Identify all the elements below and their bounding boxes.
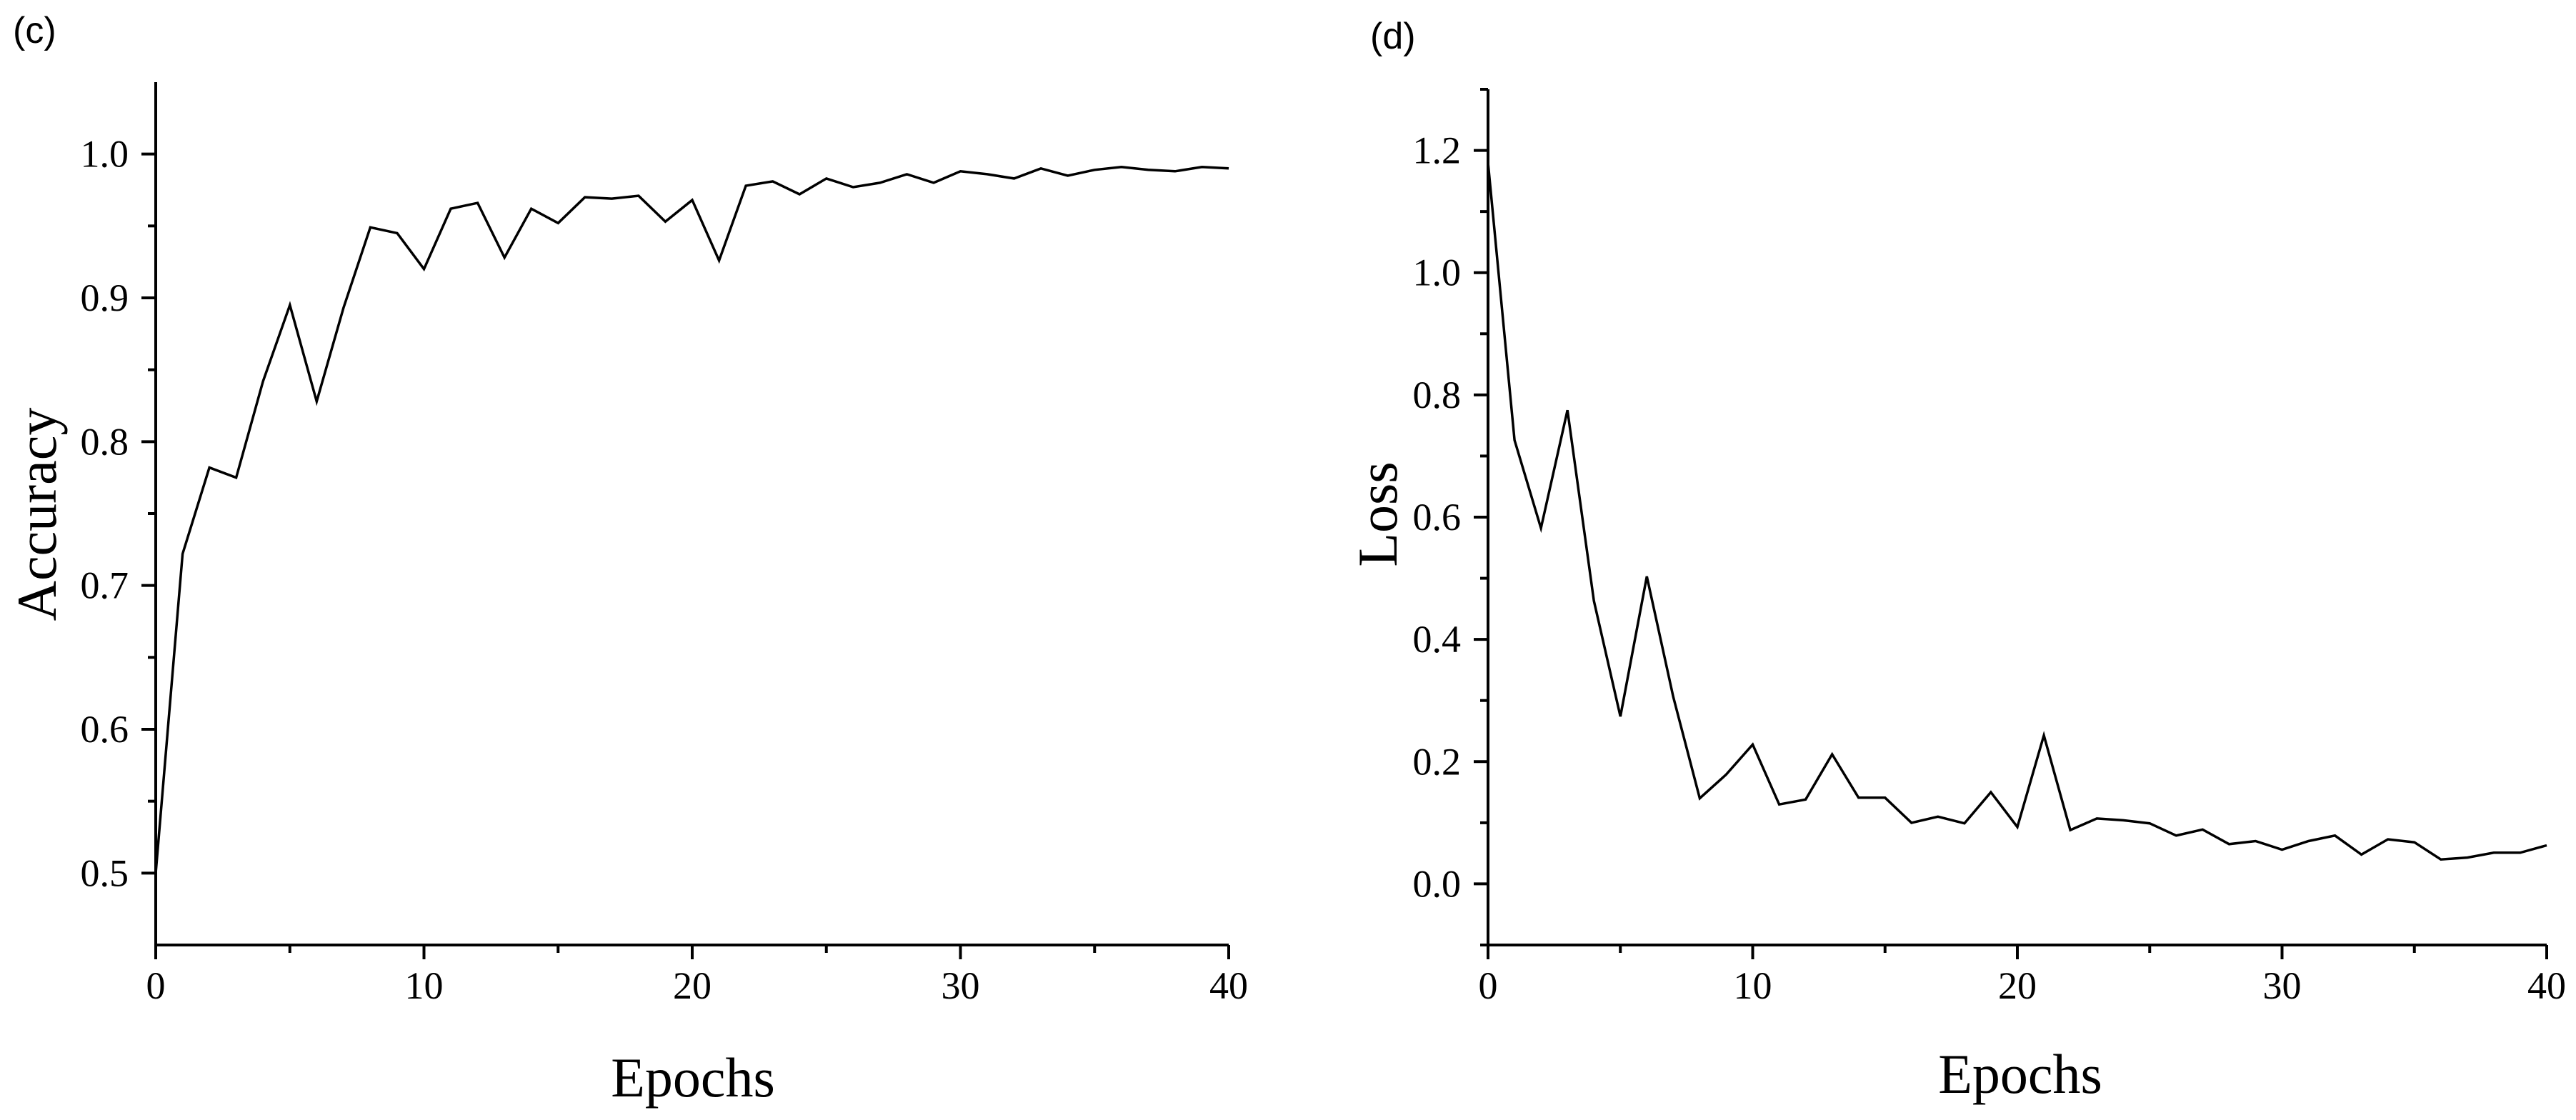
- accuracy-x-tick-label: 20: [673, 964, 712, 1007]
- accuracy-x-tick-label: 40: [1209, 964, 1248, 1007]
- accuracy-y-axis-title: Accuracy: [6, 408, 68, 621]
- accuracy-y-tick-label: 1.0: [81, 133, 129, 176]
- loss-y-tick-label: 1.0: [1413, 251, 1462, 294]
- loss-y-axis-title: Loss: [1347, 461, 1409, 566]
- accuracy-y-tick-label: 0.5: [81, 851, 129, 894]
- accuracy-y-tick-label: 0.8: [81, 420, 129, 463]
- accuracy-series-line: [154, 166, 1229, 874]
- accuracy-y-tick-label: 0.7: [81, 564, 129, 607]
- loss-y-tick-label: 0.0: [1413, 862, 1462, 905]
- accuracy-x-tick-label: 0: [146, 964, 166, 1007]
- loss-x-tick-label: 0: [1479, 964, 1498, 1007]
- loss-y-tick-label: 1.2: [1413, 129, 1462, 172]
- loss-plot-area: 0 10 20 30 40 0.0 0.2 0.4 0.6 0.8 1.0 1.2: [1413, 88, 2566, 1007]
- loss-y-tick-label: 0.4: [1413, 618, 1462, 661]
- loss-x-tick-label: 20: [1998, 964, 2037, 1007]
- loss-x-tick-label: 30: [2263, 964, 2302, 1007]
- loss-y-tick-label: 0.6: [1413, 496, 1462, 539]
- loss-x-tick-label: 10: [1734, 964, 1772, 1007]
- accuracy-x-axis-title: Epochs: [611, 1046, 775, 1109]
- panel-label-c: (c): [13, 10, 56, 51]
- loss-x-tick-label: 40: [2527, 964, 2566, 1007]
- loss-y-tick-label: 0.2: [1413, 740, 1462, 783]
- panel-c-accuracy-chart: (c) 0 10 20 30 40 0.5 0.6 0.7 0.8 0.9 1.0 Epochs A…: [6, 10, 1248, 1109]
- accuracy-x-tick-label: 30: [942, 964, 980, 1007]
- accuracy-y-tick-label: 0.9: [81, 276, 129, 319]
- loss-series-line: [1487, 162, 2547, 861]
- accuracy-plot-area: 0 10 20 30 40 0.5 0.6 0.7 0.8 0.9 1.0: [81, 82, 1248, 1007]
- accuracy-y-tick-label: 0.6: [81, 708, 129, 751]
- panel-label-d: (d): [1370, 16, 1416, 57]
- panel-d-loss-chart: (d) 0 10 20 30 40 0.0 0.2 0.4 0.6 0.8 1.0 1.2 Epoch…: [1347, 16, 2566, 1105]
- accuracy-x-tick-label: 10: [405, 964, 444, 1007]
- loss-y-tick-label: 0.8: [1413, 374, 1462, 416]
- loss-x-axis-title: Epochs: [1938, 1043, 2102, 1105]
